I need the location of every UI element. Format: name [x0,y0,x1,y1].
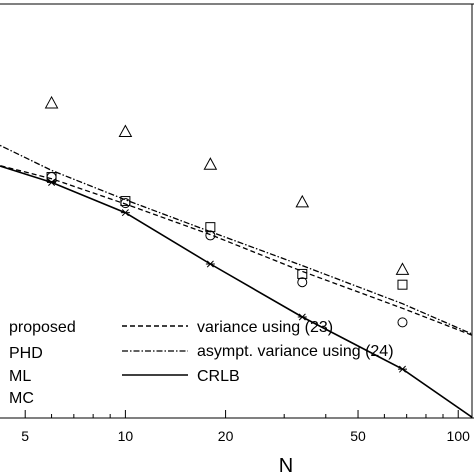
legend-lines: variance using (23) asympt. variance usi… [122,319,394,385]
marker-circle-2 [205,230,216,241]
marker-circle-0 [46,172,57,183]
marker-circle-3 [297,277,308,288]
marker-square-1 [120,196,131,207]
marker-star-0 [47,178,57,186]
legend-label-crlb: CRLB [197,368,240,385]
legend-label-asympt-variance-24: asympt. variance using (24) [197,343,394,360]
legend-markers: proposed PHD ML MC [9,319,76,407]
x-tick-label-20: 20 [218,428,234,444]
marker-circle-1 [120,198,131,209]
marker-circle-4 [397,317,408,328]
x-ticks: 5 10 20 50 100 [21,410,470,444]
legend-label-phd: PHD [9,345,43,362]
marker-star-3 [297,313,307,321]
legend-label-mc: MC [9,390,34,407]
x-tick-label-100: 100 [447,428,471,444]
x-axis-label: N [279,455,293,474]
series-line-dash-dot [0,144,472,335]
marker-triangle-2 [203,157,218,170]
marker-triangle-3 [295,194,310,208]
marker-square-4 [397,279,408,290]
marker-triangle-0 [44,95,59,109]
marker-square-0 [46,172,57,183]
series-line-dashed [0,164,472,336]
x-tick-label-10: 10 [118,428,134,444]
marker-square-2 [205,222,216,233]
x-tick-label-5: 5 [21,428,29,444]
marker-star-1 [120,209,130,217]
marker-layer [44,95,410,373]
marker-triangle-1 [118,124,133,138]
marker-square-3 [297,268,308,279]
legend-label-ml: ML [9,368,31,385]
marker-star-2 [205,260,215,268]
x-tick-label-50: 50 [350,428,366,444]
marker-triangle-4 [395,262,410,275]
legend-label-proposed: proposed [9,319,76,336]
legend-label-variance-23: variance using (23) [197,319,333,336]
marker-star-4 [397,365,407,373]
